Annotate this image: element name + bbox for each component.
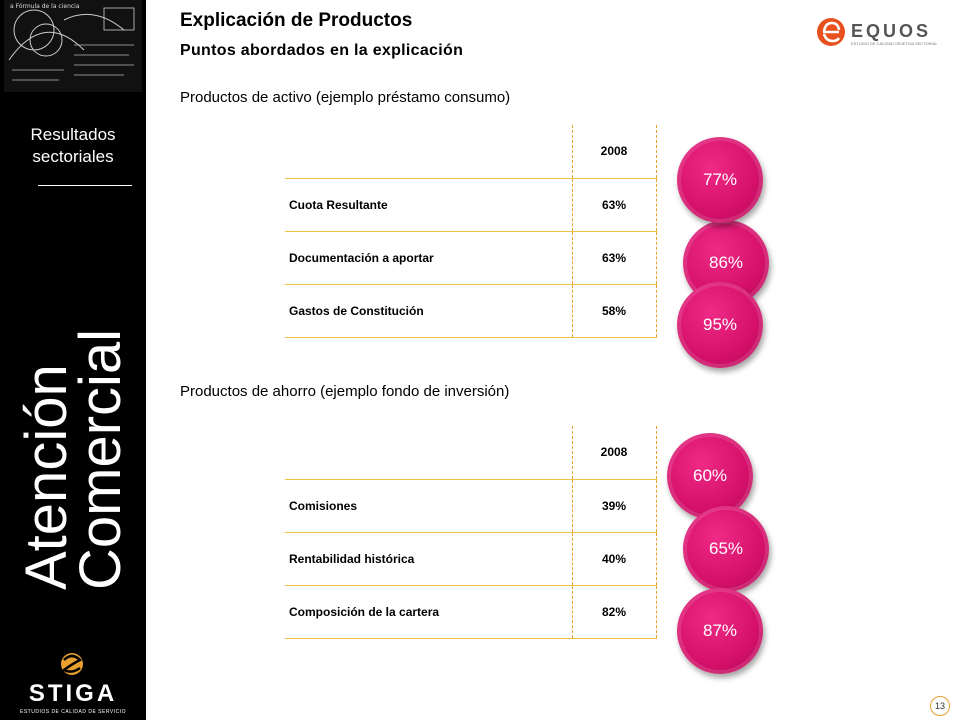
stiga-logo-text: STIGA: [28, 680, 118, 707]
savings-products-heading: Productos de ahorro (ejemplo fondo de in…: [180, 383, 510, 400]
page-title: Explicación de Productos: [180, 10, 413, 31]
equos-logo: EQUOS ESTUDIO DE CALIDAD OBJETIVA SECTOR…: [817, 18, 938, 46]
table-header-row: 2008: [285, 125, 657, 179]
savings-bubble-60: 60%: [667, 433, 753, 519]
table-row: Documentación a aportar 63%: [285, 231, 657, 285]
vertical-section-title: Atención Comercial: [14, 190, 150, 590]
chalk-text: a Fórmula de la ciencia: [10, 3, 80, 10]
active-bubble-77: 77%: [677, 137, 763, 223]
section-label: Resultados sectoriales: [0, 124, 146, 168]
page-subtitle: Puntos abordados en la explicación: [180, 42, 464, 59]
stiga-swirl-icon: [61, 653, 83, 675]
row-value: 82%: [571, 585, 657, 639]
stiga-logo-subtext: ESTUDIOS DE CALIDAD DE SERVICIO: [20, 709, 126, 715]
year-header: 2008: [571, 125, 657, 179]
row-value: 63%: [571, 178, 657, 232]
vertical-title-line2: Comercial: [68, 328, 133, 590]
section-label-line2: sectoriales: [32, 147, 114, 166]
equos-tagline: ESTUDIO DE CALIDAD OBJETIVA SECTORIAL: [851, 41, 938, 46]
savings-products-table: 2008 Comisiones 39% Rentabilidad históri…: [285, 426, 657, 639]
sidebar: a Fórmula de la ciencia Resultados secto…: [0, 0, 146, 720]
row-value: 40%: [571, 532, 657, 586]
table-header-row: 2008: [285, 426, 657, 480]
savings-bubble-87: 87%: [677, 588, 763, 674]
active-products-heading: Productos de activo (ejemplo préstamo co…: [180, 89, 511, 106]
row-label: Comisiones: [285, 479, 572, 533]
active-bubble-95: 95%: [677, 282, 763, 368]
row-value: 58%: [571, 284, 657, 338]
table-row: Cuota Resultante 63%: [285, 178, 657, 232]
year-header: 2008: [571, 426, 657, 480]
row-value: 39%: [571, 479, 657, 533]
equos-brand-name: EQUOS: [851, 21, 931, 41]
row-value: 63%: [571, 231, 657, 285]
chalkboard-formulas-image: a Fórmula de la ciencia: [4, 0, 142, 92]
vertical-title-line1: Atención: [14, 364, 79, 590]
section-label-line1: Resultados: [30, 125, 116, 144]
row-label: Documentación a aportar: [285, 231, 572, 285]
table-row: Comisiones 39%: [285, 479, 657, 533]
savings-bubble-65: 65%: [683, 506, 769, 592]
table-row: Rentabilidad histórica 40%: [285, 532, 657, 586]
sidebar-divider: [38, 185, 132, 186]
table-row: Gastos de Constitución 58%: [285, 284, 657, 338]
page-number: 13: [930, 696, 950, 716]
row-label: Rentabilidad histórica: [285, 532, 572, 586]
row-label: Cuota Resultante: [285, 178, 572, 232]
active-products-table: 2008 Cuota Resultante 63% Documentación …: [285, 125, 657, 338]
row-label: Composición de la cartera: [285, 585, 572, 639]
row-label: Gastos de Constitución: [285, 284, 572, 338]
table-row: Composición de la cartera 82%: [285, 585, 657, 639]
